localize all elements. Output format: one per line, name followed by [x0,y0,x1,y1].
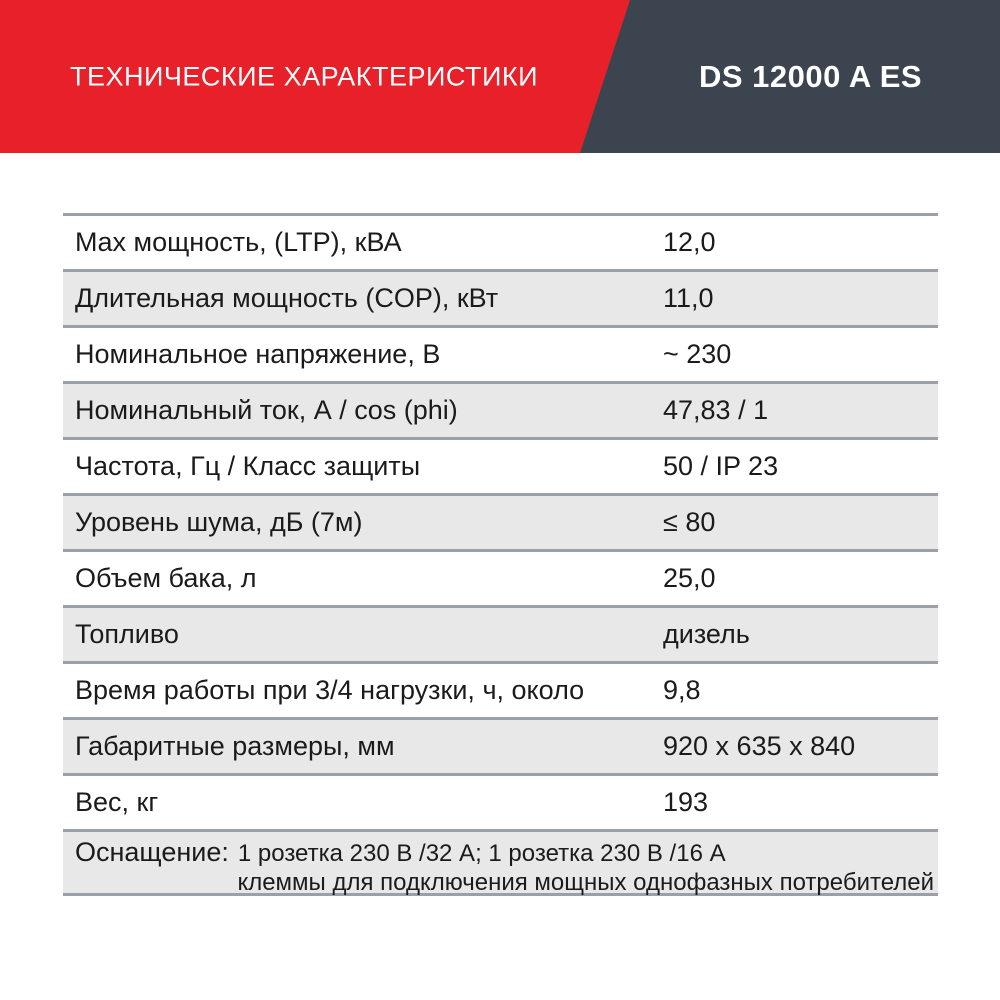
page-title: ТЕХНИЧЕСКИЕ ХАРАКТЕРИСТИКИ [70,61,539,91]
spec-value: 920 x 635 x 840 [663,731,856,761]
spec-label: Номинальный ток, А / cos (phi) [75,395,458,425]
spec-value: ≤ 80 [663,507,716,537]
spec-row: Частота, Гц / Класс защиты 50 / IP 23 [63,437,938,493]
spec-value: 193 [663,787,709,817]
equipment-line1: Оснащение: 1 розетка 230 В /32 А; 1 розе… [75,837,934,868]
spec-value: 25,0 [663,563,716,593]
spec-table: Max мощность, (LTP), кВА 12,0 Длительная… [63,213,938,896]
spec-row: Объем бака, л 25,0 [63,549,938,605]
header-red-shape: ТЕХНИЧЕСКИЕ ХАРАКТЕРИСТИКИ [0,0,630,153]
spec-label: Объем бака, л [75,563,257,593]
spec-row: Номинальный ток, А / cos (phi) 47,83 / 1 [63,381,938,437]
spec-row: Габаритные размеры, мм 920 x 635 x 840 [63,717,938,773]
spec-label: Номинальное напряжение, В [75,339,441,369]
spec-label: Частота, Гц / Класс защиты [75,451,421,481]
header: ТЕХНИЧЕСКИЕ ХАРАКТЕРИСТИКИ DS 12000 A ES [0,0,1000,153]
spec-value: 9,8 [663,675,701,705]
spec-label: Топливо [75,619,179,649]
spec-value: ~ 230 [663,339,732,369]
spec-label: Уровень шума, дБ (7м) [75,507,363,537]
spec-row: Вес, кг 193 [63,773,938,829]
spec-label: Длительная мощность (COP), кВт [75,283,499,313]
equipment-sockets: 1 розетка 230 В /32 А; 1 розетка 230 В /… [237,840,726,867]
spec-label: Габаритные размеры, мм [75,731,395,761]
spec-row: Уровень шума, дБ (7м) ≤ 80 [63,493,938,549]
spec-label: Max мощность, (LTP), кВА [75,227,402,257]
spec-row: Топливо дизель [63,605,938,661]
spec-value: дизель [663,619,750,649]
model-badge: DS 12000 A ES [699,58,923,94]
spec-row: Длительная мощность (COP), кВт 11,0 [63,269,938,325]
spec-sheet: ТЕХНИЧЕСКИЕ ХАРАКТЕРИСТИКИ DS 12000 A ES… [0,0,1000,896]
spec-row: Max мощность, (LTP), кВА 12,0 [63,213,938,269]
spec-value: 12,0 [663,227,716,257]
spec-row: Время работы при 3/4 нагрузки, ч, около … [63,661,938,717]
equipment-label: Оснащение: [75,837,229,867]
spec-label: Вес, кг [75,787,159,817]
spec-label: Время работы при 3/4 нагрузки, ч, около [75,675,585,705]
spec-value: 11,0 [663,283,714,313]
spec-value: 50 / IP 23 [663,451,779,481]
equipment-row: Оснащение: 1 розетка 230 В /32 А; 1 розе… [63,829,938,896]
equipment-line2: клеммы для подключения мощных однофазных… [237,869,934,896]
spec-value: 47,83 / 1 [663,395,769,425]
spec-row: Номинальное напряжение, В ~ 230 [63,325,938,381]
